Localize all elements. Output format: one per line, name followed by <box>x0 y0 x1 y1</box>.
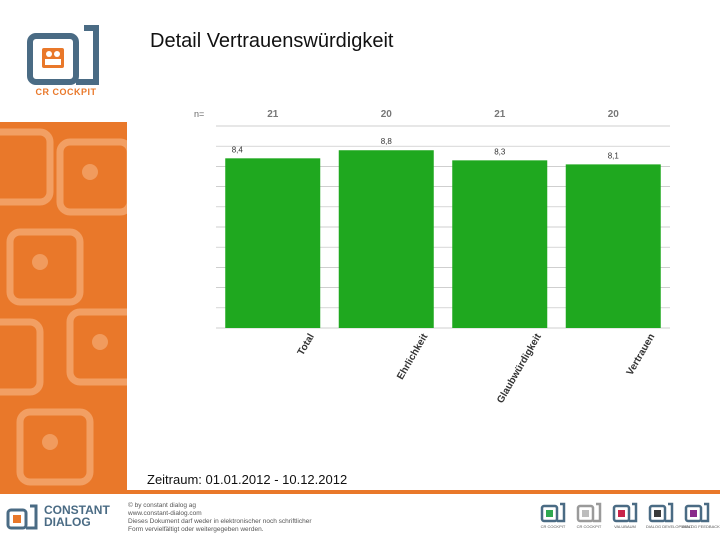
value-label: 8,1 <box>608 151 620 160</box>
bar-chart: n= 21 20 21 20 8,4 8,8 8,3 8,1 Total Ehrlichkei… <box>194 109 670 405</box>
product-label: CR COCKPIT <box>576 524 602 529</box>
product-logo: VALUBAUM <box>610 502 640 529</box>
product-label: DIALOG FEEDBACK <box>682 524 720 529</box>
legal-line: Dieses Dokument darf weder in elektronis… <box>128 518 312 525</box>
cr-cockpit-grey-product-icon <box>576 502 602 523</box>
n-value: 21 <box>267 109 279 120</box>
n-value: 20 <box>608 109 620 120</box>
bar <box>225 158 321 328</box>
product-logo: DIALOG FEEDBACK <box>682 502 720 529</box>
category-label: Total <box>296 332 317 358</box>
bar <box>565 164 661 328</box>
product-label: VALUBAUM <box>614 524 636 529</box>
product-logo: CR COCKPIT <box>574 502 604 529</box>
sidebar-decoration <box>0 122 127 490</box>
product-label: DIALOG DEVELOPMENT <box>646 524 693 529</box>
n-label: n= <box>194 109 204 119</box>
product-logo: DIALOG DEVELOPMENT <box>646 502 693 529</box>
dialog-development-product-icon <box>648 502 674 523</box>
valubaum-product-icon <box>612 502 638 523</box>
category-label: Ehrlichkeit <box>395 331 430 381</box>
brand-line1: CONSTANT <box>44 503 110 517</box>
legal-line: www.constant-dialog.com <box>128 510 202 517</box>
category-label: Vertrauen <box>625 332 658 377</box>
value-label: 8,4 <box>232 145 244 154</box>
brand-line2: DIALOG <box>44 515 91 529</box>
legal-line: © by constant dialog ag <box>128 502 197 509</box>
sidebar-pattern-icon <box>0 128 127 486</box>
bar <box>338 150 434 328</box>
constant-dialog-logo-icon <box>6 504 38 530</box>
sidebar: CR COCKPIT <box>0 0 127 490</box>
dialog-feedback-product-icon <box>684 502 710 523</box>
value-label: 8,8 <box>381 137 393 146</box>
period-label: Zeitraum: 01.01.2012 - 10.12.2012 <box>147 472 348 487</box>
page-title: Detail Vertrauenswürdigkeit <box>150 30 394 52</box>
logo-caption: CR COCKPIT <box>35 87 97 97</box>
cr-cockpit-logo-icon <box>27 25 99 85</box>
cr-cockpit-product-icon <box>540 502 566 523</box>
legal-notice: © by constant dialog ag www.constant-dia… <box>128 502 312 534</box>
value-label: 8,3 <box>494 147 506 156</box>
category-label: Glaubwürdigkeit <box>495 331 544 405</box>
footer: CONSTANT DIALOG © by constant dialog ag … <box>0 490 720 540</box>
bar <box>452 160 548 328</box>
product-logo: CR COCKPIT <box>538 502 568 529</box>
n-value: 20 <box>381 109 393 120</box>
product-label: CR COCKPIT <box>540 524 566 529</box>
legal-line: Form vervielfältigt oder weitergegeben w… <box>128 526 264 533</box>
brand-name: CONSTANT DIALOG <box>44 504 110 528</box>
n-value: 21 <box>494 109 506 120</box>
